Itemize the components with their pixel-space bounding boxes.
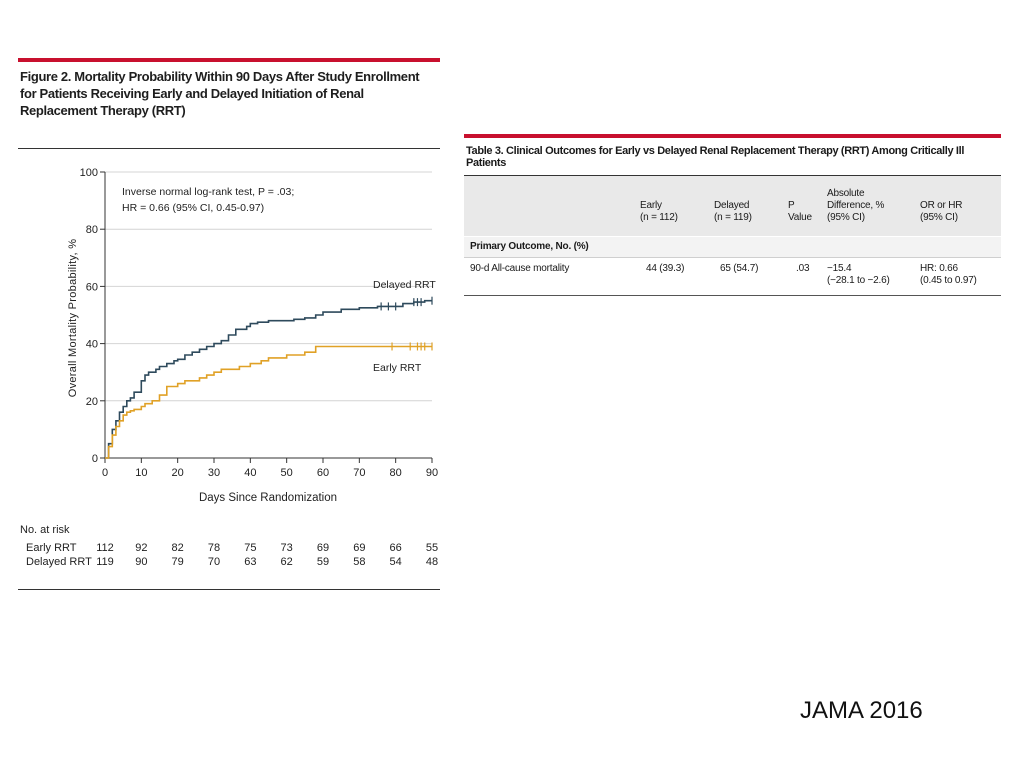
figure-title-line: Replacement Therapy (RRT) <box>20 103 186 118</box>
chart-annotation-line: HR = 0.66 (95% CI, 0.45-0.97) <box>122 202 264 214</box>
cell-delayed: 65 (54.7) <box>720 263 759 274</box>
figure-bottom-rule <box>18 589 440 590</box>
outcomes-table: Table 3. Clinical Outcomes for Early vs … <box>464 134 1001 296</box>
at-risk-value: 90 <box>135 556 147 568</box>
at-risk-value: 69 <box>317 542 329 554</box>
table-header-row: Early (n = 112) Delayed (n = 119) P Valu… <box>464 176 1001 236</box>
header-or-hr: OR or HR (95% CI) <box>920 200 963 223</box>
figure-title: Figure 2. Mortality Probability Within 9… <box>18 68 440 119</box>
at-risk-value: 79 <box>172 556 184 568</box>
x-tick-label: 10 <box>135 467 147 479</box>
at-risk-table: No. at risk Early RRT 112 92 82 78 75 73 69 69 66… <box>20 524 438 568</box>
at-risk-value: 54 <box>390 556 402 568</box>
header-absolute-difference: Absolute Difference, % (95% CI) <box>827 188 885 223</box>
y-tick-label: 20 <box>86 396 98 408</box>
chart-curves <box>105 296 433 459</box>
series-label-early: Early RRT <box>373 362 422 374</box>
table-section-row: Primary Outcome, No. (%) <box>464 236 1001 257</box>
x-tick-label: 30 <box>208 467 220 479</box>
x-axis-label: Days Since Randomization <box>199 492 337 504</box>
cell-absolute-difference: −15.4 (−28.1 to −2.6) <box>827 263 890 286</box>
cell-or-hr: HR: 0.66 (0.45 to 0.97) <box>920 263 977 286</box>
x-tick-label: 90 <box>426 467 438 479</box>
table-accent-bar <box>464 134 1001 138</box>
x-tick-label: 60 <box>317 467 329 479</box>
table-title: Table 3. Clinical Outcomes for Early vs … <box>466 145 965 169</box>
series-label-delayed: Delayed RRT <box>373 279 436 291</box>
x-tick-label: 40 <box>244 467 256 479</box>
at-risk-value: 63 <box>244 556 256 568</box>
km-chart: 0 20 40 60 80 100 0 10 20 30 40 50 60 70 80 90 Inverse … <box>20 167 438 568</box>
table-row: 90-d All-cause mortality 44 (39.3) 65 (5… <box>464 257 1001 296</box>
source-credit: JAMA 2016 <box>800 697 923 724</box>
figure-rule <box>18 148 440 149</box>
chart-axes: 0 20 40 60 80 100 0 10 20 30 40 50 60 70 80 90 <box>80 167 438 479</box>
at-risk-value: 119 <box>96 556 114 568</box>
at-risk-value: 112 <box>96 542 114 554</box>
figure-accent-bar <box>18 58 440 62</box>
x-tick-label: 50 <box>281 467 293 479</box>
y-tick-label: 60 <box>86 281 98 293</box>
km-curve-delayed <box>105 299 432 459</box>
at-risk-value: 92 <box>135 542 147 554</box>
at-risk-value: 59 <box>317 556 329 568</box>
x-tick-label: 70 <box>353 467 365 479</box>
header-delayed: Delayed (n = 119) <box>714 200 752 223</box>
cell-outcome-label: 90-d All-cause mortality <box>470 263 570 274</box>
at-risk-value: 62 <box>281 556 293 568</box>
at-risk-row-label: Early RRT <box>26 542 77 554</box>
header-early: Early (n = 112) <box>640 200 678 223</box>
cell-p-value: .03 <box>796 263 810 274</box>
y-tick-label: 0 <box>92 453 98 465</box>
at-risk-row-label: Delayed RRT <box>26 556 92 568</box>
y-tick-label: 80 <box>86 224 98 236</box>
x-tick-label: 80 <box>390 467 402 479</box>
at-risk-value: 48 <box>426 556 438 568</box>
at-risk-value: 58 <box>353 556 365 568</box>
at-risk-value: 75 <box>244 542 256 554</box>
at-risk-value: 70 <box>208 556 220 568</box>
y-tick-label: 100 <box>80 167 98 179</box>
at-risk-value: 66 <box>390 542 402 554</box>
y-axis-label: Overall Mortality Probability, % <box>67 239 79 398</box>
at-risk-header: No. at risk <box>20 524 70 536</box>
figure-panel: Figure 2. Mortality Probability Within 9… <box>18 58 440 590</box>
km-curve-early <box>105 345 432 459</box>
cell-early: 44 (39.3) <box>646 263 685 274</box>
y-tick-label: 40 <box>86 339 98 351</box>
at-risk-value: 69 <box>353 542 365 554</box>
at-risk-value: 78 <box>208 542 220 554</box>
header-p-value: P Value <box>788 200 812 223</box>
section-label: Primary Outcome, No. (%) <box>470 241 589 252</box>
figure-title-line: for Patients Receiving Early and Delayed… <box>20 86 364 101</box>
figure-title-line: Figure 2. Mortality Probability Within 9… <box>20 69 420 84</box>
table-rule <box>464 175 1001 176</box>
chart-annotation-line: Inverse normal log-rank test, P = .03; <box>122 186 294 198</box>
at-risk-value: 55 <box>426 542 438 554</box>
x-tick-label: 0 <box>102 467 108 479</box>
x-tick-label: 20 <box>172 467 184 479</box>
at-risk-value: 73 <box>281 542 293 554</box>
chart-grid <box>105 171 432 402</box>
at-risk-value: 82 <box>172 542 184 554</box>
